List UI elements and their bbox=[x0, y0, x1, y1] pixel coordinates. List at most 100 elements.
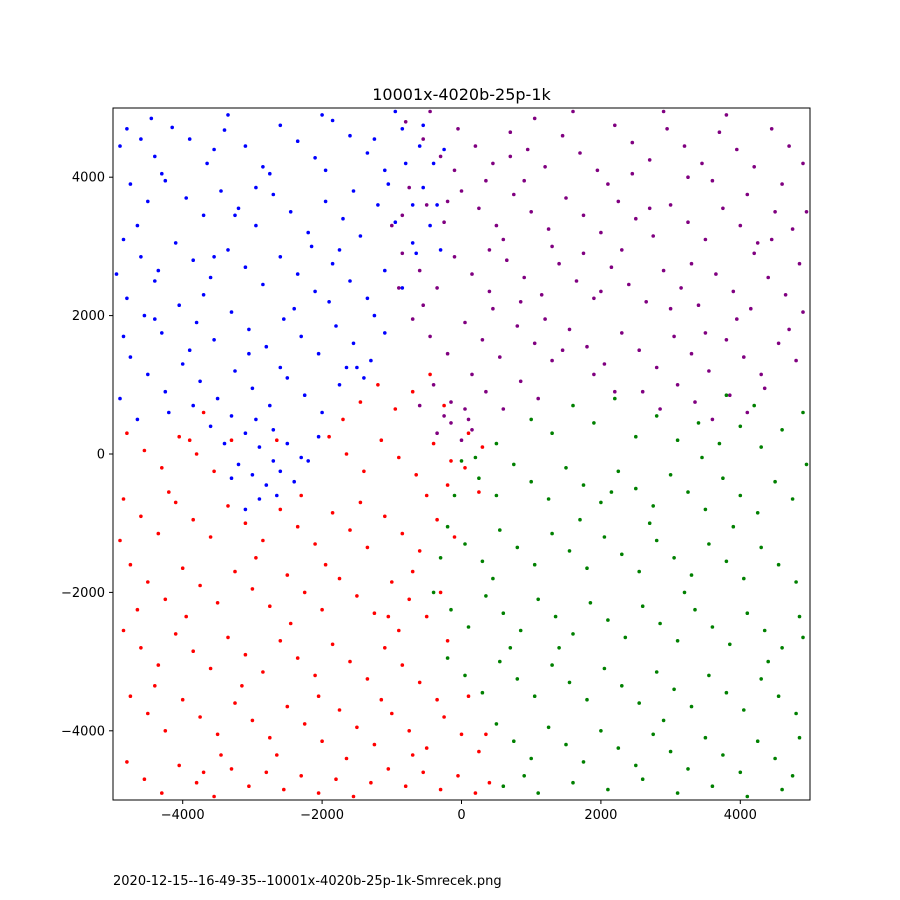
series-2-point-86 bbox=[355, 725, 359, 730]
series-3-point-93 bbox=[634, 763, 638, 768]
series-2-point-137 bbox=[240, 684, 244, 688]
series-3-point-57 bbox=[693, 607, 697, 612]
series-3-point-99 bbox=[738, 770, 743, 775]
series-1-point-11 bbox=[595, 168, 600, 173]
series-1-point-25 bbox=[424, 203, 429, 207]
series-0-point-129 bbox=[167, 410, 171, 415]
series-0-point-57 bbox=[160, 331, 164, 335]
series-0-point-127 bbox=[118, 144, 122, 148]
series-3-point-27 bbox=[550, 531, 554, 536]
series-0-point-133 bbox=[327, 300, 331, 304]
series-1-point-104 bbox=[693, 400, 697, 404]
series-1-point-157 bbox=[421, 303, 426, 308]
series-2-point-125 bbox=[424, 493, 429, 498]
series-3-point-20 bbox=[804, 462, 809, 467]
series-2-point-127 bbox=[463, 466, 467, 470]
series-3-point-63 bbox=[797, 614, 802, 619]
series-3-point-26 bbox=[532, 562, 537, 567]
series-0-point-67 bbox=[334, 324, 338, 328]
series-2-point-46 bbox=[285, 573, 290, 577]
series-0-point-11 bbox=[313, 156, 317, 160]
series-3-point-49 bbox=[553, 614, 558, 619]
series-1-point-156 bbox=[487, 248, 492, 252]
series-2-point-41 bbox=[198, 583, 202, 588]
series-3-point-138 bbox=[766, 659, 770, 664]
series-3-point-42 bbox=[431, 590, 436, 595]
series-2-point-141 bbox=[153, 684, 157, 688]
series-0-point-78 bbox=[250, 386, 255, 391]
series-2-point-56 bbox=[139, 646, 143, 650]
series-3-point-17 bbox=[755, 511, 760, 515]
series-2-point-3 bbox=[177, 434, 181, 439]
series-1-point-121 bbox=[518, 300, 523, 304]
series-1-point-87 bbox=[689, 351, 694, 356]
series-2-point-67 bbox=[330, 642, 335, 647]
series-0-point-106 bbox=[275, 493, 279, 498]
series-0-point-88 bbox=[243, 431, 248, 436]
series-0-point-18 bbox=[431, 161, 436, 166]
series-0-point-22 bbox=[184, 196, 188, 200]
series-3-point-67 bbox=[498, 659, 502, 664]
series-1-point-71 bbox=[410, 317, 415, 321]
series-3-point-35 bbox=[689, 573, 694, 577]
series-0-point-86 bbox=[208, 424, 213, 429]
series-1-point-85 bbox=[654, 365, 659, 370]
series-1-point-7 bbox=[525, 147, 530, 152]
series-0-point-13 bbox=[348, 133, 352, 138]
series-1-point-143 bbox=[703, 331, 708, 335]
series-2-point-113 bbox=[456, 774, 460, 778]
series-3-point-128 bbox=[494, 441, 499, 446]
series-0-point-128 bbox=[135, 417, 140, 422]
series-3-point-117 bbox=[634, 434, 638, 439]
series-2-point-108 bbox=[369, 780, 373, 785]
series-3-point-130 bbox=[452, 493, 457, 498]
series-3-point-107 bbox=[640, 777, 645, 781]
series-3-point-110 bbox=[745, 794, 750, 799]
series-2-point-36 bbox=[452, 535, 457, 539]
series-1-point-31 bbox=[529, 210, 533, 214]
series-1-point-153 bbox=[735, 317, 739, 321]
series-1-point-101 bbox=[640, 389, 645, 394]
series-1-point-74 bbox=[463, 320, 467, 325]
series-1-point-136 bbox=[470, 372, 474, 377]
series-3-point-139 bbox=[522, 774, 526, 778]
series-0-point-111 bbox=[421, 185, 426, 190]
series-1-point-77 bbox=[515, 324, 520, 328]
series-2-point-45 bbox=[268, 604, 272, 608]
series-2-point-15 bbox=[466, 431, 471, 436]
series-1-point-127 bbox=[689, 261, 694, 266]
series-2-point-89 bbox=[407, 729, 412, 733]
series-2-point-84 bbox=[320, 739, 324, 743]
series-3-point-133 bbox=[578, 517, 582, 522]
series-3-point-53 bbox=[623, 635, 628, 640]
series-1-point-145 bbox=[787, 327, 791, 332]
series-0-point-69 bbox=[369, 358, 373, 363]
series-2-point-130 bbox=[438, 590, 443, 595]
series-0-point-73 bbox=[163, 389, 168, 394]
series-2-point-133 bbox=[466, 694, 471, 698]
series-3-point-98 bbox=[721, 753, 725, 757]
series-1-point-63 bbox=[679, 286, 683, 290]
series-3-point-23 bbox=[480, 559, 485, 564]
series-3-point-45 bbox=[484, 594, 488, 598]
series-0-point-141 bbox=[254, 185, 258, 190]
series-3-point-109 bbox=[710, 784, 715, 788]
series-0-point-20 bbox=[146, 199, 150, 204]
series-3-point-100 bbox=[755, 739, 760, 743]
series-3-point-68 bbox=[515, 677, 520, 681]
series-2-point-122 bbox=[201, 410, 206, 415]
series-0-point-14 bbox=[365, 151, 370, 155]
series-0-point-6 bbox=[222, 128, 227, 132]
series-3-point-77 bbox=[672, 687, 676, 692]
series-0-point-68 bbox=[351, 341, 356, 346]
series-1-point-105 bbox=[710, 417, 715, 422]
series-3-point-121 bbox=[717, 441, 722, 446]
series-2-point-80 bbox=[250, 718, 255, 723]
series-0-point-23 bbox=[201, 213, 206, 218]
series-1-point-64 bbox=[696, 303, 701, 308]
series-3-point-10 bbox=[634, 486, 638, 491]
series-3-point-92 bbox=[616, 746, 621, 750]
series-0-point-97 bbox=[292, 479, 297, 484]
series-2-point-23 bbox=[226, 504, 230, 508]
